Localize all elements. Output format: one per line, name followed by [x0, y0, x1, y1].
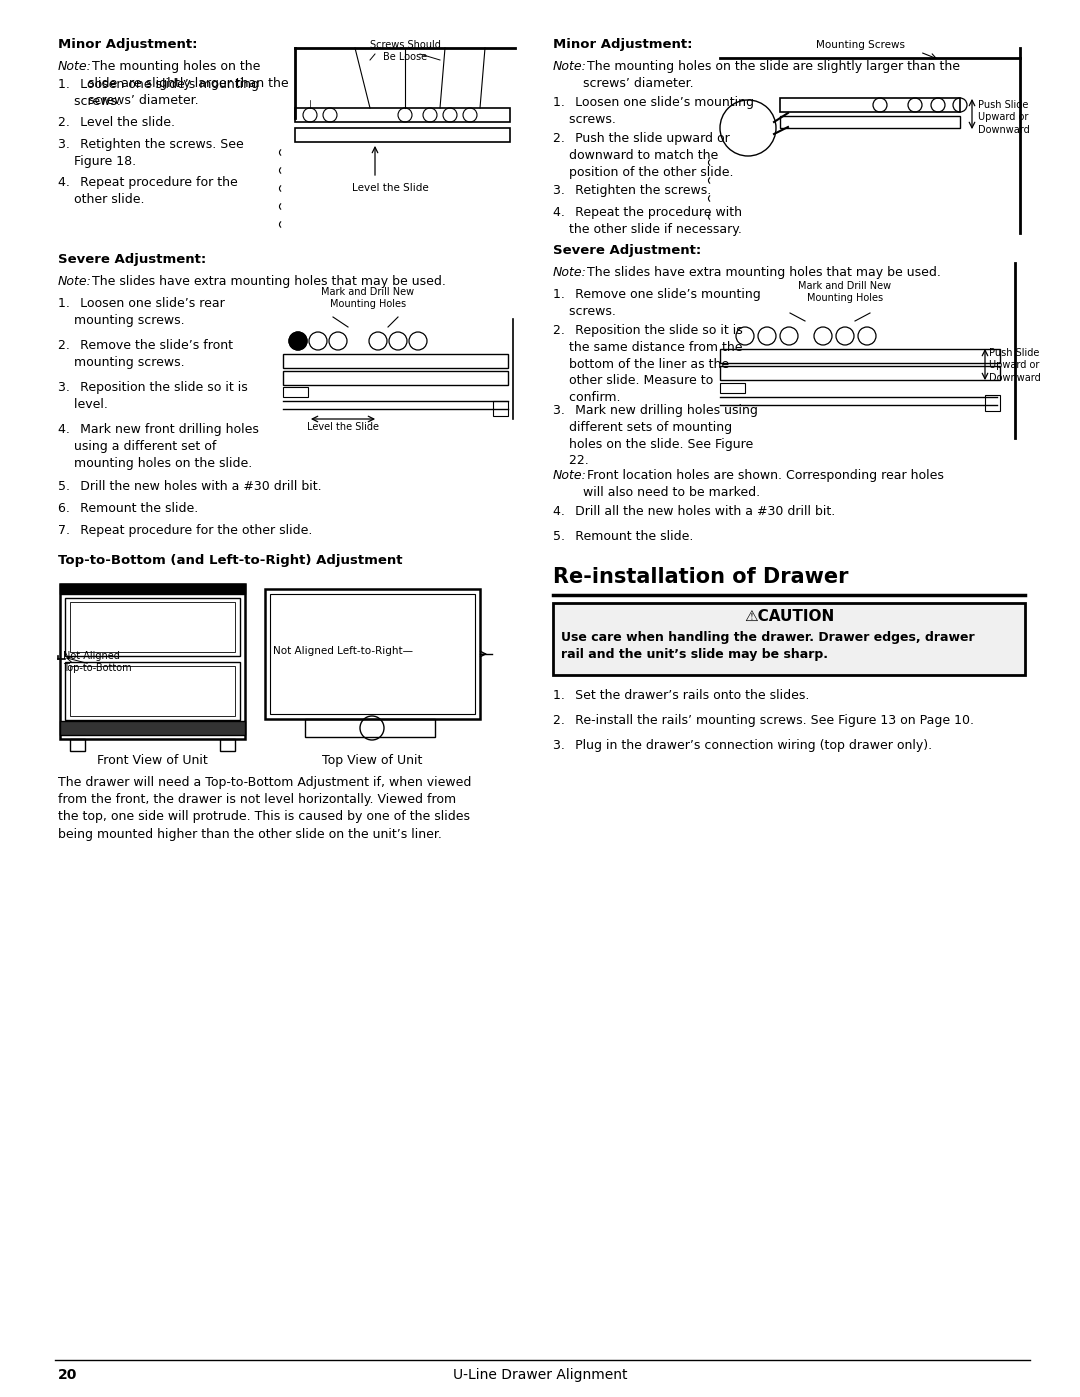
Text: 2.  Reposition the slide so it is
    the same distance from the
    bottom of t: 2. Reposition the slide so it is the sam…	[553, 324, 743, 404]
Text: 6.  Remount the slide.: 6. Remount the slide.	[58, 502, 199, 515]
Bar	[65, 662, 240, 719]
Bar	[60, 584, 245, 739]
Text: Front location holes are shown. Corresponding rear holes
will also need to be ma: Front location holes are shown. Correspo…	[583, 469, 944, 499]
Text: 4.  Repeat the procedure with
    the other slide if necessary.: 4. Repeat the procedure with the other s…	[553, 205, 742, 236]
Text: U-Line Drawer Alignment: U-Line Drawer Alignment	[453, 1368, 627, 1382]
Text: 2.  Remove the slide’s front
    mounting screws.: 2. Remove the slide’s front mounting scr…	[58, 339, 233, 369]
Text: 2.  Re-install the rails’ mounting screws. See Figure 13 on Page 10.: 2. Re-install the rails’ mounting screws…	[553, 714, 974, 726]
Text: 4.  Repeat procedure for the
    other slide.: 4. Repeat procedure for the other slide.	[58, 176, 238, 205]
Text: 2.  Level the slide.: 2. Level the slide.	[58, 116, 175, 129]
Text: ⚠CAUTION: ⚠CAUTION	[744, 609, 834, 624]
Text: The mounting holes on the slide are slightly larger than the
screws’ diameter.: The mounting holes on the slide are slig…	[583, 60, 960, 89]
Text: Not Aligned Left-to-Right—: Not Aligned Left-to-Right—	[273, 645, 413, 657]
Bar	[65, 598, 240, 657]
Text: Top View of Unit: Top View of Unit	[322, 754, 422, 767]
Text: 1.  Loosen one slide’s mounting
    screws.: 1. Loosen one slide’s mounting screws.	[58, 78, 259, 108]
Bar	[60, 584, 245, 594]
Text: 1.  Loosen one slide’s mounting
    screws.: 1. Loosen one slide’s mounting screws.	[553, 96, 754, 126]
Ellipse shape	[289, 332, 307, 351]
Text: Note:: Note:	[58, 60, 92, 73]
Text: Not Aligned
Top-to-Bottom: Not Aligned Top-to-Bottom	[63, 651, 132, 673]
Text: Screws Should
Be Loose: Screws Should Be Loose	[369, 41, 441, 63]
Bar	[220, 739, 235, 752]
Bar	[720, 349, 1000, 363]
Text: 3.  Retighten the screws. See
    Figure 18.: 3. Retighten the screws. See Figure 18.	[58, 138, 244, 168]
Circle shape	[720, 101, 777, 156]
Text: Mark and Drill New
Mounting Holes: Mark and Drill New Mounting Holes	[322, 286, 415, 309]
Text: Minor Adjustment:: Minor Adjustment:	[553, 38, 692, 52]
Text: The drawer will need a Top-to-Bottom Adjustment if, when viewed
from the front, : The drawer will need a Top-to-Bottom Adj…	[58, 775, 471, 841]
Bar	[283, 372, 508, 386]
Text: 3.  Plug in the drawer’s connection wiring (top drawer only).: 3. Plug in the drawer’s connection wirin…	[553, 739, 932, 752]
Text: 5.  Remount the slide.: 5. Remount the slide.	[553, 529, 693, 543]
Text: 5.  Drill the new holes with a #30 drill bit.: 5. Drill the new holes with a #30 drill …	[58, 481, 322, 493]
Text: Minor Adjustment:: Minor Adjustment:	[58, 38, 198, 52]
Bar	[265, 590, 480, 719]
Text: 4.  Mark new front drilling holes
    using a different set of
    mounting hole: 4. Mark new front drilling holes using a…	[58, 423, 259, 469]
Text: 3.  Mark new drilling holes using
    different sets of mounting
    holes on th: 3. Mark new drilling holes using differe…	[553, 404, 758, 468]
Text: Top-to-Bottom (and Left-to-Right) Adjustment: Top-to-Bottom (and Left-to-Right) Adjust…	[58, 555, 403, 567]
Text: 3.  Reposition the slide so it is
    level.: 3. Reposition the slide so it is level.	[58, 381, 247, 411]
Text: Note:: Note:	[553, 60, 586, 73]
Text: Mounting Screws: Mounting Screws	[815, 41, 905, 50]
Text: Push Slide
Upward or
Downward: Push Slide Upward or Downward	[978, 101, 1029, 134]
Bar	[780, 116, 960, 129]
Bar	[283, 387, 308, 397]
Bar	[553, 604, 1025, 675]
Text: Severe Adjustment:: Severe Adjustment:	[58, 253, 206, 265]
Text: 7.  Repeat procedure for the other slide.: 7. Repeat procedure for the other slide.	[58, 524, 312, 536]
Bar	[295, 108, 510, 122]
Text: Note:: Note:	[553, 469, 586, 482]
Text: Level the Slide: Level the Slide	[352, 183, 429, 193]
Bar	[720, 383, 745, 393]
Text: Re-installation of Drawer: Re-installation of Drawer	[553, 567, 849, 587]
Text: Mark and Drill New
Mounting Holes: Mark and Drill New Mounting Holes	[798, 281, 892, 303]
Bar	[70, 666, 235, 717]
Bar	[70, 739, 85, 752]
Bar	[283, 353, 508, 367]
Bar	[305, 719, 435, 738]
Text: The slides have extra mounting holes that may be used.: The slides have extra mounting holes tha…	[583, 265, 941, 279]
Text: 3.  Retighten the screws.: 3. Retighten the screws.	[553, 184, 712, 197]
Bar	[60, 721, 245, 735]
Bar	[295, 129, 510, 142]
Text: Note:: Note:	[553, 265, 586, 279]
Bar	[492, 401, 508, 416]
Text: 1.  Set the drawer’s rails onto the slides.: 1. Set the drawer’s rails onto the slide…	[553, 689, 809, 703]
Text: The mounting holes on the
slide are slightly larger than the
screws’ diameter.: The mounting holes on the slide are slig…	[87, 60, 288, 106]
Text: 2.  Push the slide upward or
    downward to match the
    position of the other: 2. Push the slide upward or downward to …	[553, 131, 733, 179]
Text: 1.  Remove one slide’s mounting
    screws.: 1. Remove one slide’s mounting screws.	[553, 288, 760, 317]
Text: Push Slide
Upward or
Downward: Push Slide Upward or Downward	[989, 348, 1041, 383]
Bar	[985, 395, 1000, 411]
Text: Severe Adjustment:: Severe Adjustment:	[553, 244, 701, 257]
Bar	[780, 98, 960, 112]
Text: The slides have extra mounting holes that may be used.: The slides have extra mounting holes tha…	[87, 275, 446, 288]
Text: Note:: Note:	[58, 275, 92, 288]
Bar	[270, 594, 475, 714]
Text: 1.  Loosen one slide’s rear
    mounting screws.: 1. Loosen one slide’s rear mounting scre…	[58, 298, 225, 327]
Text: Level the Slide: Level the Slide	[307, 422, 379, 432]
Text: Front View of Unit: Front View of Unit	[96, 754, 207, 767]
Bar	[70, 602, 235, 652]
Text: Use care when handling the drawer. Drawer edges, drawer
rail and the unit’s slid: Use care when handling the drawer. Drawe…	[561, 631, 974, 661]
Bar	[720, 366, 1000, 380]
Text: 4.  Drill all the new holes with a #30 drill bit.: 4. Drill all the new holes with a #30 dr…	[553, 504, 835, 518]
Text: 20: 20	[58, 1368, 78, 1382]
